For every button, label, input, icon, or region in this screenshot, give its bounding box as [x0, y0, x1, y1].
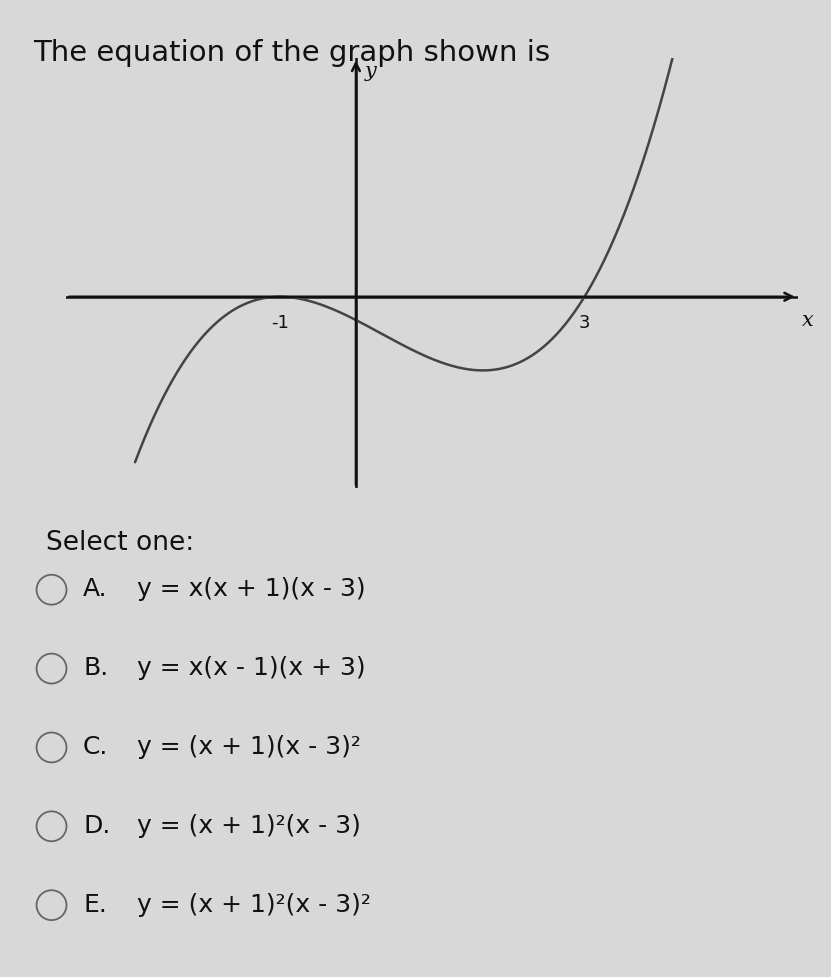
Text: y = (x + 1)²(x - 3): y = (x + 1)²(x - 3) — [137, 813, 361, 837]
Text: y = (x + 1)²(x - 3)²: y = (x + 1)²(x - 3)² — [137, 892, 371, 915]
Text: x: x — [802, 311, 814, 329]
Text: 3: 3 — [578, 315, 590, 332]
Text: E.: E. — [83, 892, 107, 915]
Text: y = x(x + 1)(x - 3): y = x(x + 1)(x - 3) — [137, 576, 366, 601]
Text: C.: C. — [83, 735, 109, 758]
Text: y = x(x - 1)(x + 3): y = x(x - 1)(x + 3) — [137, 656, 366, 679]
Text: y = (x + 1)(x - 3)²: y = (x + 1)(x - 3)² — [137, 735, 361, 758]
Text: y: y — [365, 62, 376, 80]
Text: A.: A. — [83, 576, 108, 601]
Text: The equation of the graph shown is: The equation of the graph shown is — [33, 39, 550, 67]
Text: B.: B. — [83, 656, 108, 679]
Text: Select one:: Select one: — [46, 530, 194, 555]
Text: D.: D. — [83, 813, 111, 837]
Text: -1: -1 — [271, 315, 288, 332]
